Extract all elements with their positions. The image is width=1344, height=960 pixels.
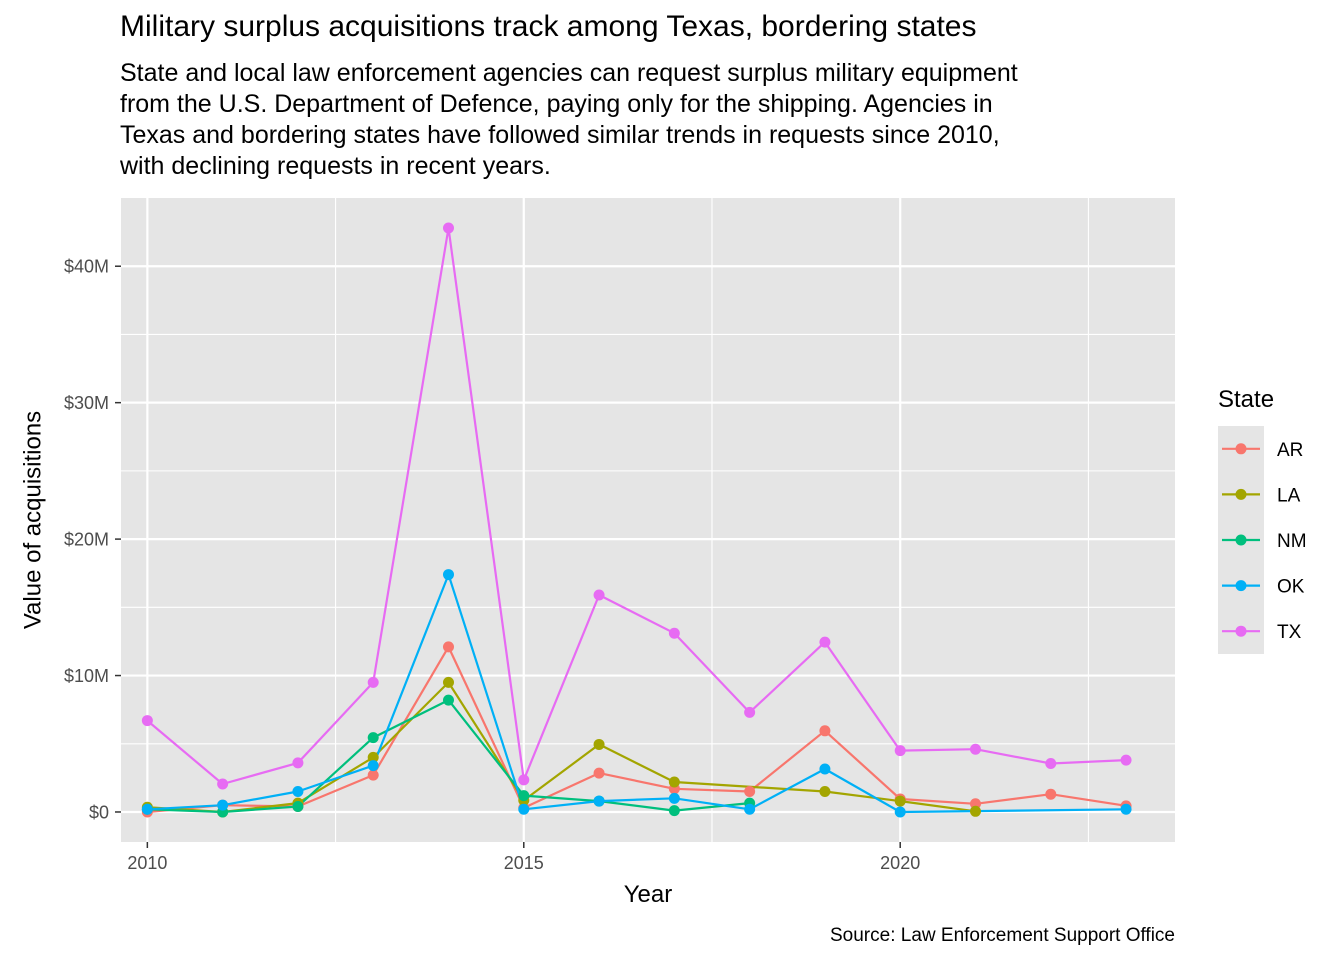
data-point-ok bbox=[141, 803, 153, 815]
data-point-tx bbox=[1045, 758, 1057, 770]
series-layer bbox=[141, 222, 1132, 818]
data-point-tx bbox=[518, 774, 530, 786]
data-point-tx bbox=[593, 589, 605, 601]
data-point-tx bbox=[367, 676, 379, 688]
data-point-ok bbox=[442, 569, 454, 581]
series-line-ar bbox=[147, 645, 1127, 814]
x-tick-label: 2020 bbox=[880, 853, 920, 873]
y-axis: $0 $10M $20M $30M $40M bbox=[64, 257, 121, 822]
data-point-ok bbox=[292, 786, 304, 798]
x-tick-label: 2015 bbox=[504, 853, 544, 873]
data-point-ar bbox=[593, 767, 605, 779]
data-point-la bbox=[593, 738, 605, 750]
legend-label-nm: NM bbox=[1277, 531, 1307, 552]
legend-key-point-ok bbox=[1235, 580, 1247, 592]
series-line-tx bbox=[146, 226, 1127, 786]
y-tick-label: $0 bbox=[89, 802, 109, 822]
data-point-tx bbox=[744, 706, 756, 718]
grid-major bbox=[121, 198, 1175, 842]
legend-label-la: LA bbox=[1277, 485, 1301, 506]
data-point-la bbox=[668, 776, 680, 788]
data-point-ar bbox=[744, 786, 756, 798]
chart-title: Military surplus acquisitions track amon… bbox=[120, 10, 977, 43]
data-point-ok bbox=[744, 803, 756, 815]
data-point-tx bbox=[292, 757, 304, 769]
x-tick-label: 2010 bbox=[127, 853, 167, 873]
data-point-tx bbox=[141, 715, 153, 727]
data-point-tx bbox=[894, 745, 906, 757]
data-point-tx bbox=[217, 778, 229, 790]
data-point-ar bbox=[367, 769, 379, 781]
grid-minor bbox=[121, 198, 1175, 842]
data-point-ok bbox=[217, 799, 229, 811]
data-point-la bbox=[367, 751, 379, 763]
data-point-tx bbox=[969, 743, 981, 755]
data-point-nm bbox=[518, 790, 530, 802]
subtitle-line: Texas and bordering states have followed… bbox=[120, 121, 1000, 149]
data-point-la bbox=[819, 786, 831, 798]
data-point-ok bbox=[1120, 803, 1132, 815]
data-point-ar bbox=[442, 641, 454, 653]
data-point-nm bbox=[292, 801, 304, 813]
x-axis: 2010 2015 2020 bbox=[127, 842, 920, 873]
chart-caption: Source: Law Enforcement Support Office bbox=[830, 925, 1175, 946]
data-point-tx bbox=[442, 222, 454, 234]
data-point-ok bbox=[668, 792, 680, 804]
legend-label-ar: AR bbox=[1277, 440, 1303, 461]
legend-key-point-ar bbox=[1235, 443, 1247, 455]
legend-label-tx: TX bbox=[1277, 622, 1302, 643]
subtitle-line: from the U.S. Department of Defence, pay… bbox=[120, 90, 993, 118]
data-point-ar bbox=[819, 725, 831, 737]
y-axis-title: Value of acquisitions bbox=[19, 411, 46, 629]
data-point-tx bbox=[819, 636, 831, 648]
data-point-la bbox=[894, 795, 906, 807]
y-tick-label: $40M bbox=[64, 257, 109, 277]
data-point-ar bbox=[1045, 788, 1057, 800]
legend-key-point-la bbox=[1235, 488, 1247, 500]
data-point-ok bbox=[518, 803, 530, 815]
legend-key-point-tx bbox=[1235, 625, 1247, 637]
plot-panel bbox=[121, 198, 1175, 842]
data-point-nm bbox=[442, 694, 454, 706]
legend-key-point-nm bbox=[1235, 534, 1247, 546]
data-point-nm bbox=[367, 732, 379, 744]
data-point-la bbox=[969, 805, 981, 817]
data-point-ok bbox=[894, 806, 906, 818]
y-tick-label: $30M bbox=[64, 393, 109, 413]
data-point-nm bbox=[668, 805, 680, 817]
y-tick-label: $20M bbox=[64, 530, 109, 550]
data-point-tx bbox=[1120, 754, 1132, 766]
data-point-ok bbox=[593, 795, 605, 807]
legend-label-ok: OK bbox=[1277, 577, 1305, 598]
data-point-la bbox=[442, 676, 454, 688]
chart-subtitle: State and local law enforcement agencies… bbox=[120, 58, 1240, 182]
x-axis-title: Year bbox=[624, 881, 673, 908]
data-point-tx bbox=[668, 627, 680, 639]
data-point-ok bbox=[367, 760, 379, 772]
subtitle-line: State and local law enforcement agencies… bbox=[120, 59, 1018, 87]
legend: State AR LA NM OK TX bbox=[1218, 386, 1307, 654]
series-line-ok bbox=[147, 573, 1127, 814]
data-point-ok bbox=[819, 763, 831, 775]
subtitle-line: with declining requests in recent years. bbox=[120, 152, 551, 180]
legend-title: State bbox=[1218, 386, 1274, 413]
y-tick-label: $10M bbox=[64, 666, 109, 686]
